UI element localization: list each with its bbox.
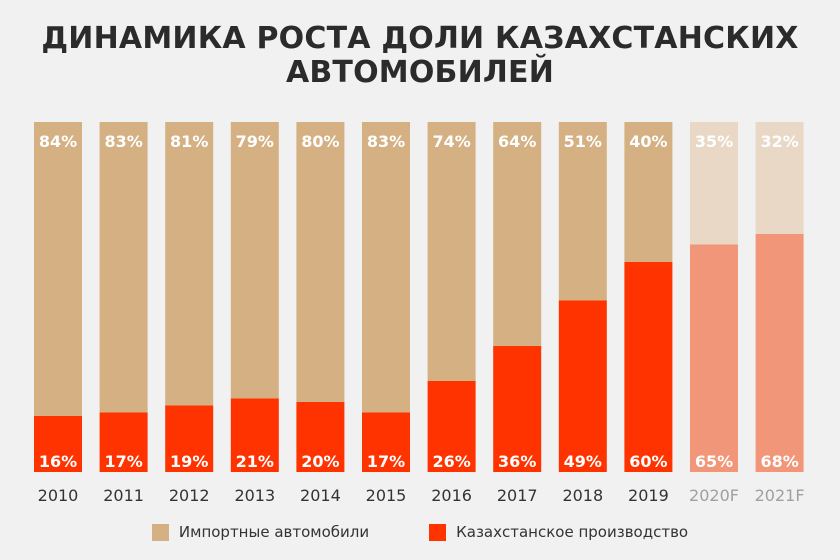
stacked-bar-chart: 84% 16% 2010 83% 17% 2011 81% 19% 2012 79% 21% 2013… <box>34 122 805 505</box>
bar-import-2014 <box>296 122 345 402</box>
bar-local-2016 <box>427 381 476 472</box>
bar-local-2014 <box>296 402 345 472</box>
data-label-local-2010: 16% <box>39 452 77 471</box>
data-label-import-2018: 51% <box>564 132 602 151</box>
bar-import-2015 <box>362 122 410 413</box>
data-label-local-2017: 36% <box>498 452 536 471</box>
data-label-import-2021F: 32% <box>760 132 798 151</box>
bar-import-2018 <box>558 122 607 301</box>
bar-local-2010 <box>34 416 82 472</box>
data-label-import-2010: 84% <box>39 132 77 151</box>
bar-local-2020F <box>690 244 738 472</box>
x-tick-label-2010: 2010 <box>38 486 79 505</box>
bar-import-2021F <box>755 122 804 234</box>
bar-local-2015 <box>362 412 410 472</box>
data-label-local-2011: 17% <box>104 452 142 471</box>
bar-import-2012 <box>165 122 214 406</box>
data-label-import-2012: 81% <box>170 132 208 151</box>
legend-item-local: Казахстанское производство <box>429 523 688 541</box>
data-label-import-2013: 79% <box>236 132 274 151</box>
x-tick-label-2018: 2018 <box>562 486 603 505</box>
legend: Импортные автомобили Казахстанское произ… <box>0 523 840 541</box>
bar-local-2012 <box>165 405 214 472</box>
legend-label-local: Казахстанское производство <box>456 523 689 541</box>
x-tick-label-2020F: 2020F <box>689 486 739 505</box>
legend-label-import: Импортные автомобили <box>178 523 370 541</box>
bar-local-2013 <box>230 398 279 472</box>
data-label-import-2020F: 35% <box>695 132 733 151</box>
bar-import-2011 <box>99 122 148 413</box>
x-tick-label-2019: 2019 <box>628 486 669 505</box>
x-tick-label-2016: 2016 <box>431 486 472 505</box>
bar-local-2011 <box>99 412 148 472</box>
x-tick-label-2021F: 2021F <box>755 486 805 505</box>
bar-local-2018 <box>558 300 607 472</box>
data-label-local-2013: 21% <box>236 452 274 471</box>
legend-item-import: Импортные автомобили <box>151 523 370 541</box>
bar-import-2019 <box>624 122 673 262</box>
data-label-local-2016: 26% <box>432 452 470 471</box>
data-label-local-2015: 17% <box>367 452 405 471</box>
legend-swatch-import <box>151 523 169 541</box>
data-label-local-2012: 19% <box>170 452 208 471</box>
x-tick-label-2012: 2012 <box>169 486 210 505</box>
data-label-local-2019: 60% <box>629 452 667 471</box>
x-tick-label-2014: 2014 <box>300 486 341 505</box>
chart-title-line-2: АВТОМОБИЛЕЙ <box>285 55 555 90</box>
bar-import-2013 <box>230 122 279 399</box>
x-tick-label-2013: 2013 <box>234 486 275 505</box>
data-label-local-2021F: 68% <box>760 452 798 471</box>
x-tick-label-2015: 2015 <box>366 486 407 505</box>
data-label-import-2017: 64% <box>498 132 536 151</box>
legend-swatch-local <box>429 523 447 541</box>
x-tick-label-2017: 2017 <box>497 486 538 505</box>
data-label-import-2011: 83% <box>104 132 142 151</box>
bar-import-2010 <box>34 122 82 416</box>
data-label-import-2015: 83% <box>367 132 405 151</box>
bar-import-2017 <box>493 122 542 346</box>
data-label-import-2016: 74% <box>432 132 470 151</box>
bar-local-2017 <box>493 346 542 472</box>
chart-title: ДИНАМИКА РОСТА ДОЛИ КАЗАХСТАНСКИХ АВТОМО… <box>0 22 840 90</box>
bar-local-2021F <box>755 234 804 472</box>
x-tick-label-2011: 2011 <box>103 486 144 505</box>
data-label-local-2020F: 65% <box>695 452 733 471</box>
data-label-local-2018: 49% <box>564 452 602 471</box>
bar-import-2016 <box>427 122 476 381</box>
data-label-import-2019: 40% <box>629 132 667 151</box>
bar-import-2020F <box>690 122 738 245</box>
data-label-local-2014: 20% <box>301 452 339 471</box>
data-label-import-2014: 80% <box>301 132 339 151</box>
bar-local-2019 <box>624 262 673 472</box>
chart-title-line-1: ДИНАМИКА РОСТА ДОЛИ КАЗАХСТАНСКИХ <box>41 21 799 56</box>
